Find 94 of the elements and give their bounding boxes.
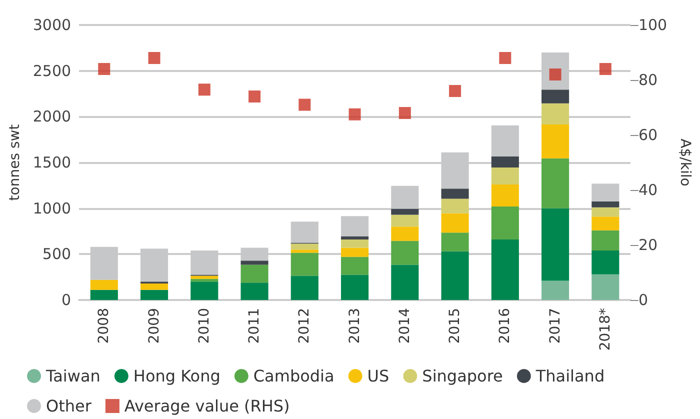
bar	[140, 284, 168, 290]
bar	[541, 280, 570, 300]
bar	[441, 232, 469, 252]
y2-tick-label: 0	[638, 291, 648, 309]
bar	[441, 188, 469, 199]
y-tick-label: 0	[62, 291, 72, 309]
y-tick-label: 500	[42, 245, 72, 264]
bar	[340, 248, 369, 257]
bar	[290, 276, 318, 300]
x-tick-label: 2011	[246, 308, 263, 344]
bar	[90, 290, 118, 300]
x-tick-label: 2017	[547, 308, 564, 344]
bar	[592, 274, 620, 300]
point	[599, 63, 612, 75]
y-tick-label: 3000	[32, 16, 72, 34]
bar	[541, 158, 570, 208]
bar	[290, 222, 318, 243]
legend-label: Hong Kong	[133, 366, 220, 386]
bar	[592, 250, 620, 274]
bar	[340, 274, 369, 300]
y-tick-label: 2000	[32, 108, 72, 126]
bar	[391, 264, 419, 300]
x-tick-label: 2016	[497, 308, 514, 344]
point	[449, 85, 462, 97]
bar	[391, 208, 419, 215]
x-tick-label: 2014	[396, 308, 413, 344]
bar	[592, 230, 620, 250]
x-tick-label: 2009	[146, 308, 162, 344]
y2-axis-title: A$/kilo	[677, 138, 693, 186]
point	[398, 107, 411, 119]
bar	[441, 251, 469, 300]
bar	[491, 168, 519, 184]
bar	[491, 206, 519, 240]
bar	[491, 156, 519, 168]
bar	[592, 184, 620, 202]
point	[248, 90, 261, 102]
bar	[140, 290, 168, 300]
x-tick-label: 2012	[296, 308, 313, 344]
bar	[391, 214, 419, 227]
y2-tick-label: 40	[638, 181, 658, 199]
bar	[340, 256, 369, 275]
bar	[240, 282, 268, 300]
bar	[190, 276, 218, 279]
y2-tick-label: 100	[638, 16, 668, 34]
y2-tick-label: 60	[638, 126, 658, 144]
point	[98, 63, 110, 75]
bar	[592, 216, 620, 230]
bar	[541, 124, 570, 158]
x-tick-label: 2008	[96, 308, 112, 344]
bar	[491, 184, 519, 206]
bar	[290, 244, 318, 250]
legend-label: Singapore	[422, 366, 503, 386]
y2-tick-label: 80	[638, 71, 658, 89]
point	[298, 98, 311, 111]
bar	[290, 252, 318, 276]
legend-label: US	[367, 366, 390, 386]
legend-label: Taiwan	[45, 366, 100, 386]
bar	[541, 90, 570, 104]
legend-label: Average value (RHS)	[124, 396, 290, 416]
bar	[340, 216, 369, 236]
bar	[541, 103, 570, 124]
bar	[340, 240, 369, 248]
point	[148, 52, 160, 64]
legend-label: Cambodia	[253, 366, 334, 386]
point	[499, 52, 512, 64]
bar	[190, 282, 218, 300]
bar	[90, 280, 118, 290]
bar	[592, 201, 620, 208]
bar	[541, 208, 570, 281]
bar	[240, 260, 268, 265]
legend-label: Other	[46, 396, 92, 416]
point	[348, 108, 361, 120]
legend-label: Thailand	[534, 366, 605, 386]
bar	[240, 264, 268, 283]
bar	[491, 125, 519, 157]
x-tick-label: 2010	[196, 308, 212, 344]
bar	[391, 240, 419, 265]
bar	[592, 207, 620, 217]
y-tick-label: 1500	[32, 154, 72, 172]
x-tick-label: 2013	[346, 308, 363, 344]
bar	[340, 236, 369, 240]
x-tick-label: 2015	[447, 308, 464, 344]
bar	[190, 278, 218, 282]
bar	[290, 250, 318, 253]
y-tick-label: 1000	[32, 199, 72, 218]
y2-tick-label: 20	[638, 236, 658, 254]
bar	[491, 240, 519, 300]
bar	[391, 226, 419, 241]
y-axis-title: tonnes swt	[7, 124, 23, 201]
bar	[441, 213, 469, 233]
bar	[441, 198, 469, 214]
x-tick-label: 2018*	[597, 308, 614, 351]
y-tick-label: 2500	[32, 62, 72, 80]
point	[198, 84, 210, 96]
